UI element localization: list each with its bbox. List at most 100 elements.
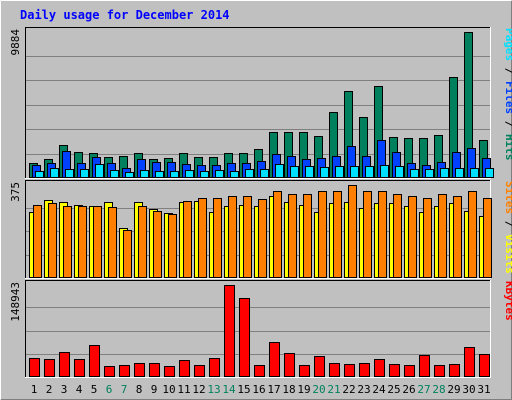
- bar-kbytes-day-7: [119, 365, 130, 377]
- bar-pages-day-22: [350, 166, 359, 178]
- x-label-day-9: 9: [151, 383, 158, 396]
- bar-pages-day-7: [125, 172, 134, 178]
- bar-sites-day-23: [363, 191, 372, 278]
- x-label-day-14: 14: [222, 383, 236, 396]
- x-label-day-16: 16: [252, 383, 265, 396]
- panel-bottom-scale-label: 148943: [9, 282, 22, 322]
- panel-bottom-bars: [29, 285, 490, 377]
- bar-sites-day-22: [348, 185, 357, 278]
- bar-pages-day-9: [155, 171, 164, 178]
- bar-pages-day-14: [230, 171, 239, 178]
- bar-kbytes-day-17: [269, 342, 280, 377]
- bar-sites-day-19: [303, 194, 312, 278]
- x-label-day-17: 17: [267, 383, 280, 396]
- bar-sites-day-31: [483, 198, 492, 278]
- bar-sites-day-6: [108, 207, 117, 278]
- bar-kbytes-day-26: [404, 365, 415, 377]
- bar-sites-day-20: [318, 191, 327, 278]
- x-label-day-21: 21: [327, 383, 340, 396]
- bar-pages-day-15: [245, 169, 254, 178]
- bar-pages-day-19: [305, 166, 314, 178]
- x-label-day-1: 1: [31, 383, 38, 396]
- bar-kbytes-day-21: [329, 363, 340, 377]
- panel-middle: 375 Sites / Visits: [9, 180, 512, 279]
- x-label-day-8: 8: [136, 383, 143, 396]
- bar-kbytes-day-27: [419, 355, 430, 377]
- bar-pages-day-30: [470, 168, 479, 178]
- x-label-day-27: 27: [417, 383, 430, 396]
- bar-sites-day-11: [183, 201, 192, 278]
- panel-middle-legend: Sites / Visits: [503, 181, 512, 274]
- bar-kbytes-day-8: [134, 363, 145, 377]
- x-label-day-11: 11: [177, 383, 190, 396]
- bar-pages-day-1: [35, 171, 44, 178]
- bar-kbytes-day-5: [89, 345, 100, 377]
- panel-middle-bars: [29, 185, 492, 278]
- x-axis-labels: 1 2 3 4 5 6 7 8 9 10 11 12 13 14 15 16 17 18 19 20 21 22 23 24 2…: [31, 383, 491, 396]
- bar-kbytes-day-14: [224, 285, 235, 377]
- bar-sites-day-21: [333, 191, 342, 278]
- bar-kbytes-day-10: [164, 366, 175, 377]
- bar-sites-day-9: [153, 211, 162, 278]
- legend-entry: Pages: [503, 28, 512, 61]
- bar-sites-day-1: [33, 205, 42, 278]
- x-label-day-26: 26: [402, 383, 415, 396]
- bar-pages-day-13: [215, 170, 224, 178]
- x-label-day-18: 18: [282, 383, 295, 396]
- legend-entry: Visits: [503, 234, 512, 274]
- bar-sites-day-18: [288, 194, 297, 278]
- panel-bottom-area: [25, 280, 490, 377]
- x-label-day-29: 29: [447, 383, 460, 396]
- x-label-day-23: 23: [357, 383, 370, 396]
- x-label-day-25: 25: [387, 383, 400, 396]
- bar-pages-day-11: [185, 170, 194, 178]
- bar-sites-day-4: [78, 206, 87, 278]
- bar-kbytes-day-24: [374, 359, 385, 377]
- panel-top: 9884 Pages / Files / Hits: [9, 27, 512, 179]
- bar-sites-day-25: [393, 194, 402, 278]
- x-label-day-3: 3: [61, 383, 68, 396]
- bar-kbytes-day-16: [254, 365, 265, 377]
- bar-kbytes-day-3: [59, 352, 70, 377]
- bar-pages-day-2: [50, 168, 59, 178]
- x-label-day-6: 6: [106, 383, 113, 396]
- panel-top-scale-label: 9884: [9, 29, 22, 56]
- panel-bottom: 148943 KBytes: [9, 280, 512, 378]
- bar-pages-day-25: [395, 166, 404, 178]
- bar-pages-day-6: [110, 170, 119, 178]
- bar-pages-day-24: [380, 165, 389, 178]
- chart-panels: 9884 Pages / Files / Hits 375 Sites / Visit…: [9, 27, 512, 378]
- bar-pages-day-4: [80, 169, 89, 178]
- bar-sites-day-14: [228, 196, 237, 278]
- bar-pages-day-10: [170, 171, 179, 178]
- x-label-day-15: 15: [237, 383, 250, 396]
- bar-pages-day-18: [290, 166, 299, 178]
- bar-sites-day-5: [93, 206, 102, 278]
- bar-pages-day-31: [485, 168, 494, 178]
- bar-kbytes-day-18: [284, 353, 295, 377]
- bar-kbytes-day-25: [389, 364, 400, 377]
- bar-pages-day-17: [275, 164, 284, 178]
- bar-kbytes-day-13: [209, 358, 220, 377]
- bar-pages-day-3: [65, 169, 74, 178]
- bar-kbytes-day-1: [29, 358, 40, 377]
- legend-entry: /: [503, 114, 512, 134]
- x-label-day-24: 24: [372, 383, 386, 396]
- bar-pages-day-12: [200, 171, 209, 178]
- bar-kbytes-day-11: [179, 360, 190, 377]
- bar-sites-day-15: [243, 196, 252, 278]
- bar-sites-day-28: [438, 194, 447, 278]
- bar-pages-day-27: [425, 169, 434, 178]
- x-label-day-10: 10: [162, 383, 175, 396]
- legend-entry: /: [503, 61, 512, 81]
- x-label-day-19: 19: [297, 383, 310, 396]
- bar-pages-day-8: [140, 170, 149, 178]
- bar-sites-day-13: [213, 198, 222, 278]
- bar-pages-day-20: [320, 167, 329, 178]
- legend-entry: Sites: [503, 181, 512, 214]
- x-label-day-31: 31: [477, 383, 490, 396]
- x-label-day-22: 22: [342, 383, 355, 396]
- bar-sites-day-7: [123, 230, 132, 278]
- bar-sites-day-10: [168, 214, 177, 278]
- bar-pages-day-28: [440, 168, 449, 178]
